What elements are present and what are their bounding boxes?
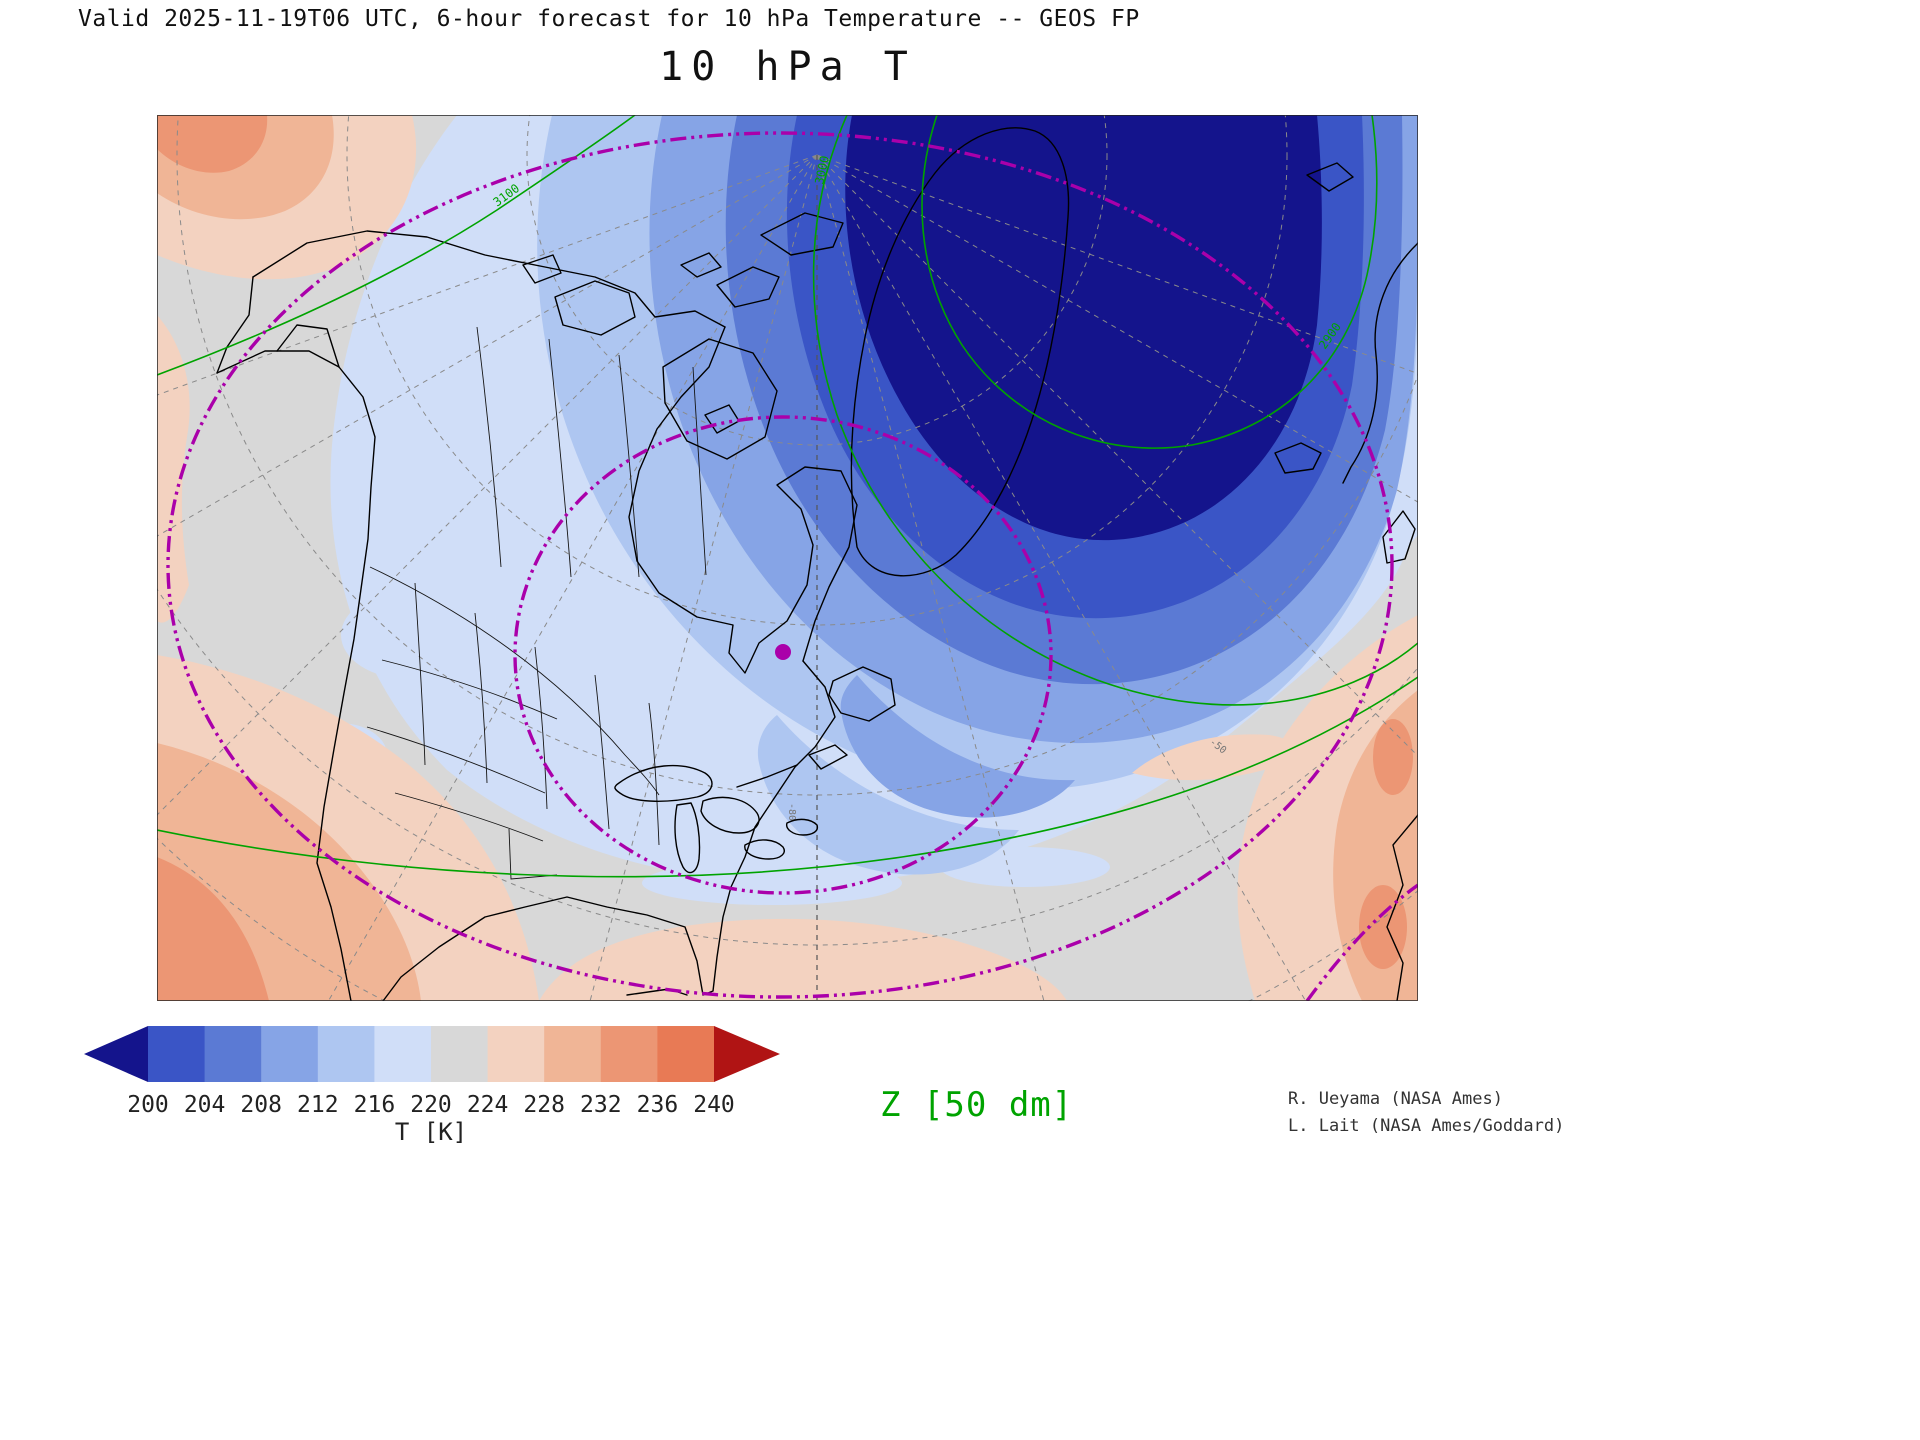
- colorbar-tick-label: 236: [637, 1092, 679, 1118]
- warm-right-finger-224-228: [1132, 734, 1307, 781]
- newfoundland-coastline: [828, 666, 896, 722]
- colorbar-left-arrow: [84, 1026, 148, 1082]
- iberia-africa-coastline: [1386, 814, 1418, 1001]
- z-contour-3000: [812, 115, 1418, 706]
- great-lakes: [614, 764, 819, 874]
- credit-line-1: R. Ueyama (NASA Ames): [1288, 1089, 1503, 1109]
- colorbar-tick-label: 200: [127, 1092, 169, 1118]
- victoria-island-coastline: [554, 280, 636, 336]
- colorbar-right-arrow: [714, 1026, 780, 1082]
- colorbar-tick-label: 220: [410, 1092, 452, 1118]
- norway-coastline: [1342, 242, 1418, 484]
- coastlines: [216, 127, 1418, 1001]
- magenta-corner-arc: [1305, 883, 1418, 1001]
- credit-line-2: L. Lait (NASA Ames/Goddard): [1288, 1116, 1565, 1136]
- st-lawrence-river: [736, 764, 798, 788]
- colorbar-tick-label: 208: [240, 1092, 282, 1118]
- atlantic-coastline: [382, 660, 836, 1001]
- magenta-overlay: [166, 131, 1418, 1001]
- temp-tongue-212-216: [757, 715, 1019, 875]
- latitude-circle: [176, 115, 1418, 796]
- temp-pocket-216-220: [341, 591, 477, 679]
- greenland-coastline: [850, 127, 1070, 577]
- colorbar-segment: [431, 1026, 489, 1082]
- colorbar-segment: [148, 1026, 206, 1082]
- colorbar-tick-label: 232: [580, 1092, 622, 1118]
- magenta-inner-circle: [513, 415, 1053, 895]
- valid-time-header: Valid 2025-11-19T06 UTC, 6-hour forecast…: [78, 6, 1140, 32]
- canada-province-borders: [476, 326, 707, 578]
- polar-vortex-core-below-200: [845, 115, 1322, 541]
- latitude-circle: [346, 115, 1288, 626]
- warm-spot-232-236: [1373, 719, 1413, 795]
- colorbar-segment: [657, 1026, 715, 1082]
- credits: R. Ueyama (NASA Ames) L. Lait (NASA Ames…: [1288, 1086, 1564, 1140]
- colorbar-segment: [600, 1026, 658, 1082]
- z-contour-3100: [157, 115, 636, 376]
- temp-pocket-216-220: [642, 861, 902, 905]
- graticule-label: -80: [786, 803, 797, 821]
- colorbar-tick-label: 240: [693, 1092, 735, 1118]
- colorbar-segment: [317, 1026, 375, 1082]
- z-units-label: Z [50 dm]: [880, 1085, 1074, 1125]
- colorbar-svg: 200 204 208 212 216 220 224 228 232 236 240 T [K]: [84, 1026, 780, 1146]
- colorbar-tick-label: 224: [467, 1092, 509, 1118]
- z-contour-3100-south: [157, 676, 1418, 878]
- map-svg: -80 -50: [157, 115, 1418, 1001]
- us-state-borders: [366, 582, 660, 880]
- colorbar-tick-label: 228: [523, 1092, 565, 1118]
- pacific-coastline: [216, 350, 376, 1001]
- colorbar-segments: [84, 1026, 780, 1082]
- nova-scotia-coastline: [808, 744, 848, 770]
- colorbar-tick-label: 212: [297, 1092, 339, 1118]
- page-title: 10 hPa T: [659, 44, 916, 90]
- warm-topleft-232-236: [157, 115, 268, 173]
- magenta-outer-circle: [166, 131, 1394, 999]
- warm-bottomstrip-224-228: [539, 918, 1067, 1001]
- colorbar-ticks: 200 204 208 212 216 220 224 228 232 236 240: [127, 1092, 735, 1118]
- temp-tongue-208-212: [840, 675, 1075, 818]
- warm-bands: [157, 115, 1418, 1001]
- alaska-coastline: [216, 276, 340, 374]
- colorbar-segment: [374, 1026, 432, 1082]
- colorbar-segment: [544, 1026, 602, 1082]
- meridians: [157, 154, 1418, 1001]
- us-canada-border: [369, 566, 660, 796]
- arctic-coastline: [252, 230, 726, 328]
- temperature-shading: [157, 115, 1418, 1001]
- state-province-borders: [366, 326, 707, 880]
- colorbar-segment: [204, 1026, 262, 1082]
- colorbar-segment: [261, 1026, 319, 1082]
- temp-pocket-216-220: [445, 725, 533, 781]
- colorbar-axis-label: T [K]: [395, 1118, 467, 1146]
- colorbar-tick-label: 204: [184, 1092, 226, 1118]
- z-contour-label: 3000: [812, 154, 832, 185]
- colorbar-tick-label: 216: [354, 1092, 396, 1118]
- forecast-map: -80 -50: [157, 115, 1418, 1001]
- baffin-island-coastline: [662, 338, 778, 460]
- latitude-circle: [526, 115, 1108, 446]
- arctic-islands: [522, 162, 1354, 434]
- z-contour-2900: [921, 115, 1378, 449]
- uk-coastline: [1382, 510, 1416, 564]
- colorbar: 200 204 208 212 216 220 224 228 232 236 240 T [K]: [76, 1020, 796, 1150]
- warm-bottomleft-232-236: [157, 857, 269, 1001]
- colorbar-segment: [487, 1026, 545, 1082]
- iceland-coastline: [1274, 442, 1322, 474]
- map-frame: [157, 115, 1418, 1001]
- hudson-bay-coastline: [628, 326, 858, 674]
- magenta-station-dot: [775, 644, 791, 660]
